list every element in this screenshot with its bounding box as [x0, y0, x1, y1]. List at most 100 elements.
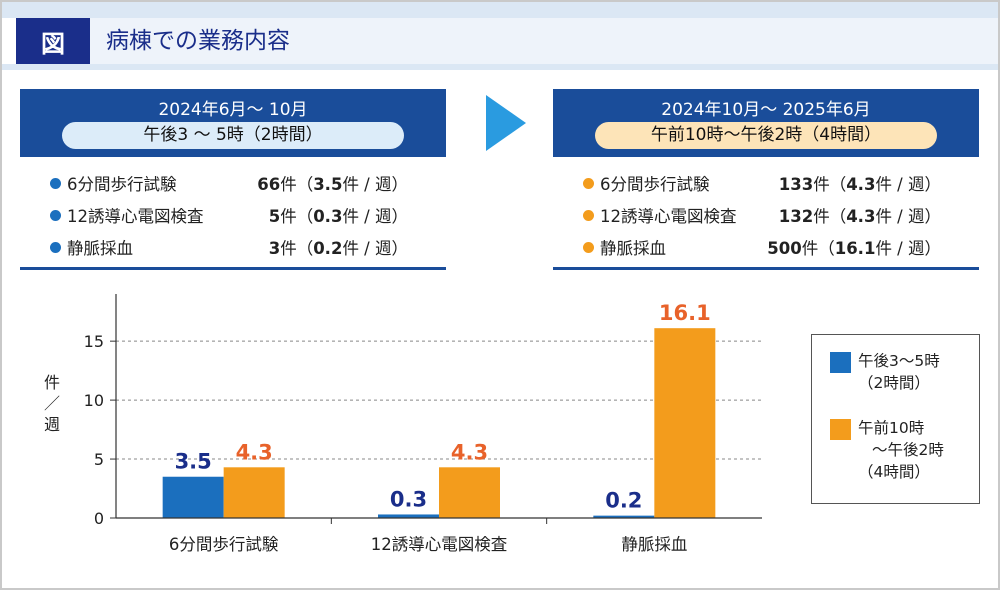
period-panel-after: 2024年10月～ 2025年6月 午前10時～午後2時（4時間） 6分間歩行試…: [553, 89, 979, 270]
task-rate-unit: 件 / 週）: [342, 175, 408, 194]
y-axis-label-char: ／: [44, 394, 60, 413]
task-count: 500: [767, 239, 802, 258]
figure-tag: 図: [16, 18, 90, 64]
x-tick-label: 12誘導心電図検査: [371, 535, 508, 554]
task-count: 132: [778, 207, 814, 226]
task-count: 3: [268, 239, 281, 258]
task-label: 6分間歩行試験: [600, 175, 710, 194]
bullet-dot-icon: [50, 209, 61, 221]
figure-header: 図 病棟での業務内容: [2, 2, 998, 70]
task-rate-unit: 件 / 週）: [875, 207, 941, 226]
task-value: 133件（4.3件 / 週）: [779, 171, 941, 195]
task-rate: 0.3: [313, 207, 343, 226]
task-rate: 16.1: [834, 239, 876, 258]
task-rate: 4.3: [846, 207, 876, 226]
panel-period: 2024年6月～ 10月: [158, 100, 308, 120]
task-rate: 3.5: [313, 175, 343, 194]
task-label: 静脈採血: [67, 239, 133, 258]
task-rate-unit: 件 / 週）: [875, 175, 941, 194]
bullet-dot-icon: [583, 177, 594, 189]
list-item: 12誘導心電図検査 132件（4.3件 / 週）: [553, 199, 979, 231]
bullet-dot-icon: [583, 241, 594, 253]
task-label: 12誘導心電図検査: [67, 207, 204, 226]
legend-line: （4時間）: [858, 463, 930, 481]
panel-period: 2024年10月～ 2025年6月: [661, 100, 871, 120]
y-axis-label-char: 件: [44, 373, 60, 392]
task-count: 133: [778, 175, 814, 194]
data-label: 4.3: [236, 440, 273, 464]
y-tick-label: 5: [94, 450, 104, 469]
figure-title: 病棟での業務内容: [106, 28, 290, 54]
task-rate-unit: 件 / 週）: [342, 239, 408, 258]
task-rate: 4.3: [846, 175, 876, 194]
legend-line: 午前10時: [858, 419, 925, 437]
task-count: 66: [257, 175, 281, 194]
data-label: 0.3: [390, 487, 427, 511]
panel-divider: [20, 267, 446, 270]
x-tick-labels: 6分間歩行試験 12誘導心電図検査 静脈採血: [169, 518, 687, 554]
list-item: 12誘導心電図検査 5件（0.3件 / 週）: [20, 199, 446, 231]
task-count-unit: 件（: [801, 239, 835, 258]
task-rate-unit: 件 / 週）: [875, 239, 941, 258]
bars: [162, 328, 716, 518]
data-label: 16.1: [659, 301, 711, 325]
bar: [593, 515, 655, 518]
y-tick-label: 15: [84, 332, 104, 351]
bullet-dot-icon: [50, 241, 61, 253]
y-tick-label: 10: [84, 391, 104, 410]
y-tick-label: 0: [94, 509, 104, 528]
bar: [162, 476, 224, 518]
y-tick-labels: 0 5 10 15: [84, 332, 116, 528]
task-value: 66件（3.5件 / 週）: [257, 171, 408, 195]
task-count-unit: 件（: [813, 175, 847, 194]
panel-hours: 午後3 ～ 5時（2時間）: [62, 122, 404, 149]
legend-line: （2時間）: [858, 374, 930, 392]
data-label: 4.3: [451, 440, 488, 464]
task-rate: 0.2: [313, 239, 343, 258]
legend-swatch-blue: [830, 352, 851, 373]
data-label: 0.2: [605, 489, 642, 513]
task-value: 500件（16.1件 / 週）: [767, 235, 941, 259]
task-label: 静脈採血: [600, 239, 666, 258]
legend-label: 午前10時 ～午後2時 （4時間）: [858, 417, 944, 483]
task-count-unit: 件（: [280, 207, 314, 226]
data-labels: 3.5 4.3 0.3 4.3 0.2 16.1: [175, 301, 711, 512]
task-count-unit: 件（: [280, 175, 314, 194]
x-tick-label: 静脈採血: [621, 535, 687, 554]
legend-line: 午後3～5時: [858, 352, 940, 370]
task-list: 6分間歩行試験 66件（3.5件 / 週） 12誘導心電図検査 5件（0.3件 …: [20, 157, 446, 263]
task-value: 5件（0.3件 / 週）: [269, 203, 408, 227]
panel-head: 2024年10月～ 2025年6月 午前10時～午後2時（4時間）: [553, 89, 979, 157]
panel-divider: [553, 267, 979, 270]
bar-chart: 0 5 10 15 3.5 4.3 0.3 4.3 0.2 16.1 6分間歩行試験 12誘導心電…: [44, 294, 762, 554]
y-axis-label: 件 ／ 週: [44, 373, 60, 434]
list-item: 6分間歩行試験 66件（3.5件 / 週）: [20, 167, 446, 199]
task-label: 12誘導心電図検査: [600, 207, 737, 226]
task-list: 6分間歩行試験 133件（4.3件 / 週） 12誘導心電図検査 132件（4.…: [553, 157, 979, 263]
list-item: 静脈採血 500件（16.1件 / 週）: [553, 231, 979, 263]
panel-hours: 午前10時～午後2時（4時間）: [595, 122, 937, 149]
chart-legend: 午後3～5時 （2時間） 午前10時 ～午後2時 （4時間）: [811, 334, 980, 504]
header-band-bottom: [2, 64, 998, 70]
legend-line: ～午後2時: [872, 441, 944, 459]
task-count: 5: [268, 207, 281, 226]
arrow-right-icon: [486, 95, 526, 151]
bar: [223, 467, 285, 518]
data-label: 3.5: [175, 450, 212, 474]
legend-swatch-orange: [830, 419, 851, 440]
task-count-unit: 件（: [280, 239, 314, 258]
task-rate-unit: 件 / 週）: [342, 207, 408, 226]
y-axis-label-char: 週: [44, 415, 60, 434]
task-label: 6分間歩行試験: [67, 175, 177, 194]
list-item: 静脈採血 3件（0.2件 / 週）: [20, 231, 446, 263]
x-tick-label: 6分間歩行試験: [169, 535, 279, 554]
task-count-unit: 件（: [813, 207, 847, 226]
bar: [378, 514, 439, 518]
period-panel-before: 2024年6月～ 10月 午後3 ～ 5時（2時間） 6分間歩行試験 66件（3…: [20, 89, 446, 270]
bar: [654, 328, 716, 518]
task-value: 132件（4.3件 / 週）: [779, 203, 941, 227]
header-title-bar: [90, 18, 998, 64]
legend-label: 午後3～5時 （2時間）: [858, 350, 940, 394]
header-band-top: [2, 2, 998, 18]
bullet-dot-icon: [583, 209, 594, 221]
